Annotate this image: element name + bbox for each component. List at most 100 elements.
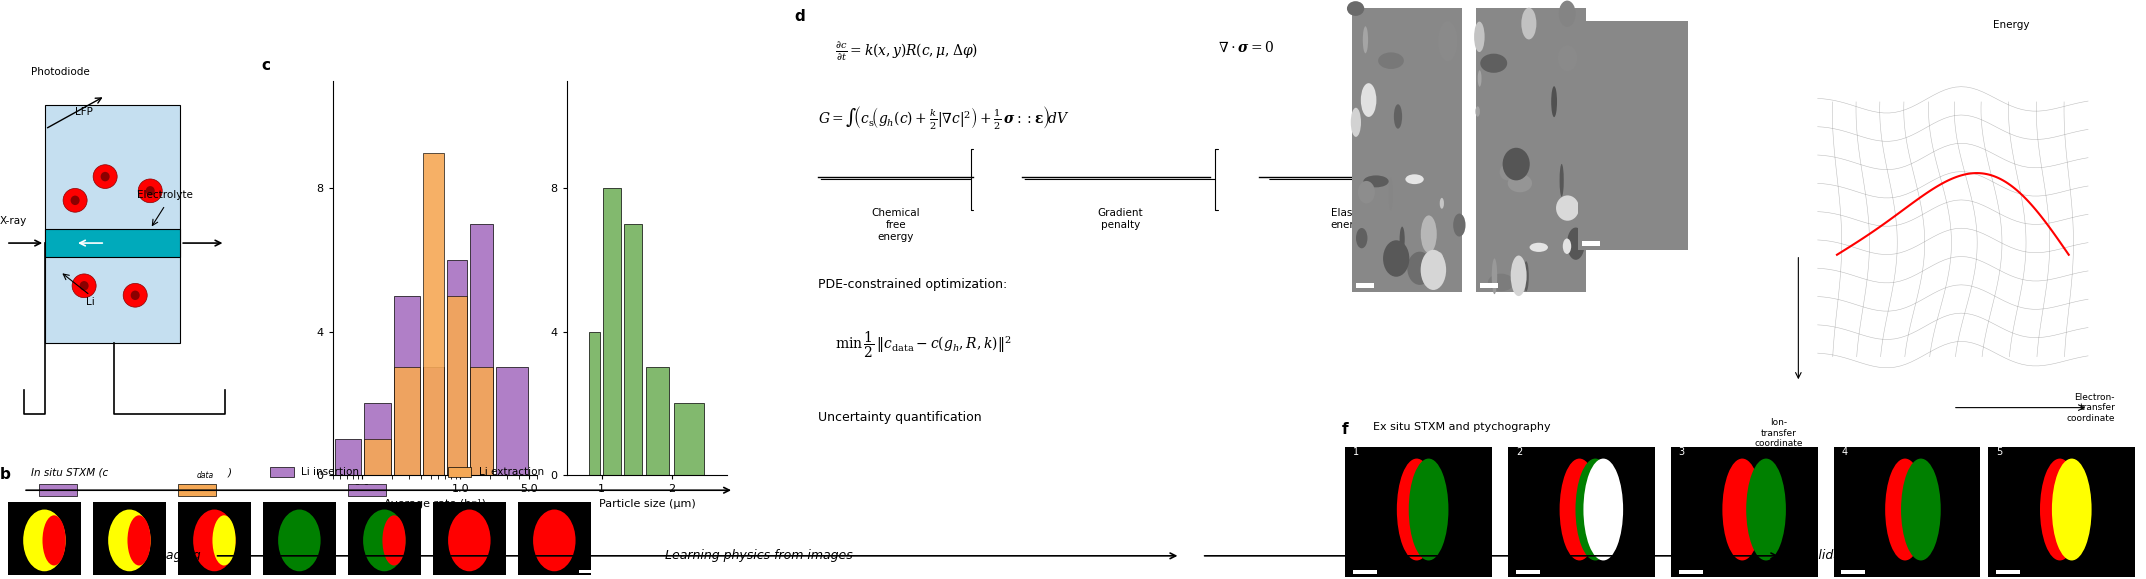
Bar xyxy=(624,224,642,475)
Bar xyxy=(1476,8,1586,292)
Text: Chemical
free
energy: Chemical free energy xyxy=(871,208,921,241)
Ellipse shape xyxy=(1504,223,1526,265)
Ellipse shape xyxy=(1554,138,1577,166)
Bar xyxy=(178,485,217,496)
Text: In situ STXM (c: In situ STXM (c xyxy=(30,467,107,477)
Ellipse shape xyxy=(1395,208,1408,236)
Ellipse shape xyxy=(1500,112,1511,140)
Ellipse shape xyxy=(1406,119,1427,160)
Bar xyxy=(1579,21,1689,250)
Ellipse shape xyxy=(101,172,109,181)
Ellipse shape xyxy=(2041,459,2079,560)
Bar xyxy=(470,224,494,475)
Ellipse shape xyxy=(1350,275,1354,284)
Text: Li extraction: Li extraction xyxy=(479,467,545,477)
Ellipse shape xyxy=(1382,127,1406,156)
Text: Validation: Validation xyxy=(1803,549,1865,562)
Polygon shape xyxy=(45,229,180,257)
Ellipse shape xyxy=(73,274,97,298)
Ellipse shape xyxy=(1376,100,1386,118)
Bar xyxy=(423,153,444,475)
Text: Imaging: Imaging xyxy=(150,549,202,562)
Ellipse shape xyxy=(1579,196,1586,222)
Bar xyxy=(393,296,421,475)
Text: f: f xyxy=(1341,422,1348,437)
Bar xyxy=(579,570,603,573)
Ellipse shape xyxy=(79,281,88,291)
Ellipse shape xyxy=(1365,6,1393,39)
Text: 1: 1 xyxy=(1354,447,1358,457)
Ellipse shape xyxy=(1747,459,1785,560)
Ellipse shape xyxy=(1414,5,1431,14)
Bar xyxy=(365,439,391,475)
Bar xyxy=(393,368,421,475)
Ellipse shape xyxy=(212,515,236,566)
Text: 2: 2 xyxy=(1515,447,1522,457)
Bar xyxy=(365,403,391,475)
Ellipse shape xyxy=(1543,259,1573,267)
Bar xyxy=(603,188,620,475)
Text: d: d xyxy=(794,9,805,24)
Ellipse shape xyxy=(1408,459,1449,560)
Ellipse shape xyxy=(1901,459,1940,560)
Bar xyxy=(1582,241,1601,246)
Ellipse shape xyxy=(1367,175,1371,204)
Ellipse shape xyxy=(1537,24,1564,45)
Ellipse shape xyxy=(1526,226,1554,236)
Ellipse shape xyxy=(71,196,79,205)
Ellipse shape xyxy=(1522,269,1545,299)
Ellipse shape xyxy=(1532,188,1560,219)
Text: c: c xyxy=(262,58,270,73)
Ellipse shape xyxy=(193,510,236,571)
X-axis label: Average rate (h⁻¹): Average rate (h⁻¹) xyxy=(384,499,485,510)
Ellipse shape xyxy=(1526,230,1537,256)
Text: Photodiode: Photodiode xyxy=(30,67,90,77)
Ellipse shape xyxy=(1442,97,1449,127)
Bar xyxy=(1354,570,1378,574)
Bar xyxy=(1515,570,1541,574)
Ellipse shape xyxy=(1584,459,1622,560)
Text: Uncertainty quantification: Uncertainty quantification xyxy=(818,411,983,424)
Bar xyxy=(1989,447,2135,577)
Text: Ex situ STXM and ptychography: Ex situ STXM and ptychography xyxy=(1373,422,1552,431)
Bar xyxy=(39,485,77,496)
Text: Gradient
penalty: Gradient penalty xyxy=(1097,208,1144,230)
Bar xyxy=(335,439,361,475)
Bar xyxy=(1672,447,1818,577)
Bar xyxy=(674,403,704,475)
Ellipse shape xyxy=(1395,193,1403,221)
Bar xyxy=(1509,447,1655,577)
Bar xyxy=(496,368,528,475)
Ellipse shape xyxy=(92,165,118,189)
Text: ): ) xyxy=(227,467,232,477)
Text: Ion-
transfer
coordinate: Ion- transfer coordinate xyxy=(1755,418,1803,448)
Ellipse shape xyxy=(1522,261,1530,273)
Text: 5: 5 xyxy=(1996,447,2002,457)
Bar xyxy=(1833,447,1981,577)
Bar xyxy=(517,502,590,575)
Ellipse shape xyxy=(279,510,320,571)
Ellipse shape xyxy=(1346,117,1367,126)
Bar xyxy=(9,502,82,575)
Text: Electron-
transfer
coordinate: Electron- transfer coordinate xyxy=(2067,393,2116,423)
Text: $\nabla\cdot\boldsymbol{\sigma}=0$: $\nabla\cdot\boldsymbol{\sigma}=0$ xyxy=(1219,41,1275,54)
Ellipse shape xyxy=(1397,459,1436,560)
Ellipse shape xyxy=(1453,140,1457,166)
Text: Energy: Energy xyxy=(1991,20,2030,31)
Bar xyxy=(646,368,670,475)
Ellipse shape xyxy=(24,510,67,571)
Ellipse shape xyxy=(363,510,406,571)
Ellipse shape xyxy=(1496,203,1522,231)
Ellipse shape xyxy=(1549,57,1569,83)
Text: $\min\,\dfrac{1}{2}\,\|c_{\rm data}-c(g_h,R,k)\|^2$: $\min\,\dfrac{1}{2}\,\|c_{\rm data}-c(g_… xyxy=(835,330,1011,360)
Ellipse shape xyxy=(2052,459,2092,560)
Polygon shape xyxy=(45,105,180,343)
Ellipse shape xyxy=(1723,459,1762,560)
Ellipse shape xyxy=(1376,120,1388,154)
Ellipse shape xyxy=(1358,212,1376,226)
Bar xyxy=(470,368,494,475)
Ellipse shape xyxy=(1560,459,1599,560)
Text: Electrolyte: Electrolyte xyxy=(137,190,193,200)
Ellipse shape xyxy=(1386,120,1403,140)
Bar xyxy=(1346,447,1491,577)
